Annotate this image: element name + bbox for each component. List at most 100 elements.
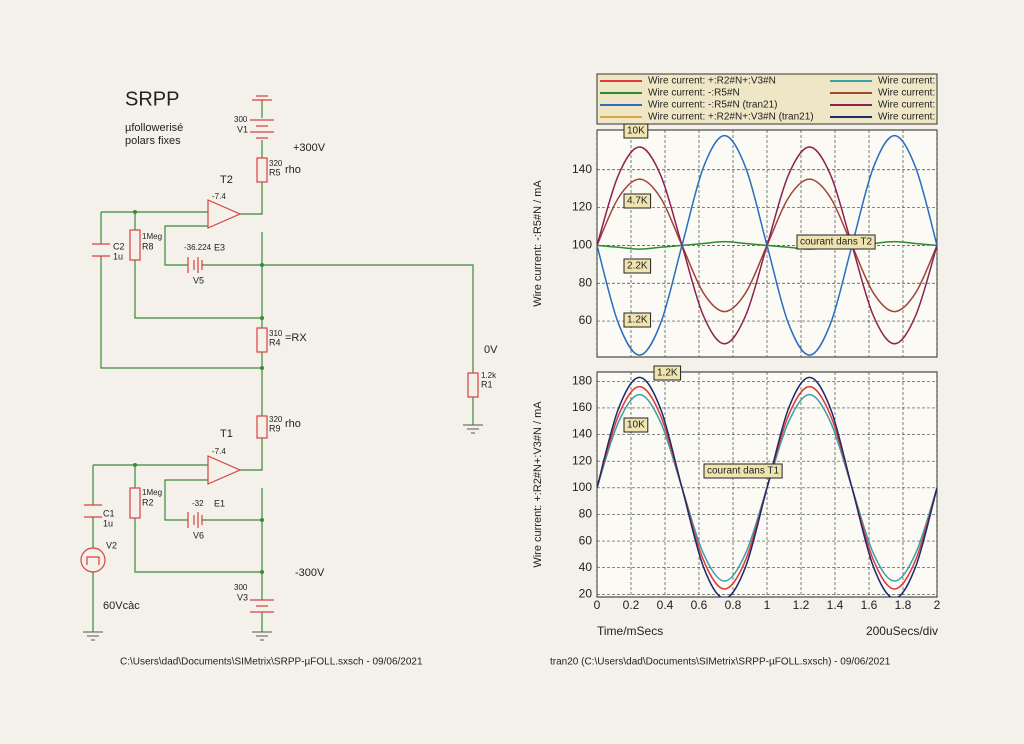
component-name: C1 [103, 508, 115, 518]
x-tick-label: 2 [934, 598, 941, 612]
component-name: E1 [214, 498, 225, 508]
annotation-box [623, 417, 649, 433]
component-value: 1u [113, 251, 123, 261]
note: rho [285, 164, 301, 176]
legend-box [596, 73, 938, 125]
y-tick-label: 40 [579, 560, 593, 574]
battery-v1 [250, 95, 274, 139]
capacitor-c1 [84, 504, 102, 518]
x-tick-label: 1 [764, 598, 771, 612]
component-value: 1Meg [142, 488, 162, 497]
component-name: V3 [237, 592, 248, 602]
legend-label: Wire current: +:R2#N+:V3#N (tran21) [648, 112, 814, 123]
component-name: V1 [237, 124, 248, 134]
junction [260, 366, 264, 370]
component-value: 320 [269, 159, 283, 168]
opamp-t2 [207, 199, 242, 229]
component-value: 60Vcàc [103, 600, 140, 612]
component-value: -36.224 [184, 243, 212, 252]
series-line [597, 134, 937, 356]
opamp-t1 [207, 455, 242, 485]
ground [83, 631, 272, 641]
component-name: R4 [269, 337, 281, 347]
resistor-r2 [129, 487, 141, 519]
annotation-box [623, 123, 649, 139]
component-name: R9 [269, 423, 281, 433]
component-name: T2 [220, 174, 233, 186]
x-tick-label: 0.2 [623, 598, 640, 612]
annotation-box [703, 463, 783, 479]
x-axis-note: 200uSecs/div [866, 624, 938, 638]
legend-label: Wire current: -:R5#N (tran [878, 88, 993, 99]
x-axis-label: Time/mSecs [597, 624, 663, 638]
component-name: E3 [214, 242, 225, 252]
component-name: R8 [142, 241, 154, 251]
annotation: 1.2K [657, 368, 678, 379]
series-line [597, 376, 937, 597]
footer: C:\Users\dad\Documents\SIMetrix\SRPP-µFO… [120, 657, 423, 668]
annotation: 4.7K [627, 196, 648, 207]
component-value: 1.2k [481, 371, 497, 380]
component-name: T1 [220, 428, 233, 440]
component-value: 300 [234, 115, 248, 124]
component-value: -7.4 [212, 192, 226, 201]
component-value: 300 [234, 583, 248, 592]
junction [133, 463, 137, 467]
x-tick-label: 0 [594, 598, 601, 612]
battery-v3 [250, 599, 274, 613]
x-tick-label: 0.6 [691, 598, 708, 612]
legend: Wire current: +:R2#N+:V3#N Wire current: … [600, 76, 993, 123]
source-v2 [80, 547, 106, 573]
component-name: R2 [142, 497, 154, 507]
wires [92, 140, 474, 632]
junction [133, 210, 137, 214]
annotation: 2.2K [627, 261, 648, 272]
net-label: +300V [293, 142, 326, 154]
y-tick-label: 60 [579, 313, 593, 327]
y-tick-label: 100 [572, 480, 592, 494]
x-tick-label: 0.4 [657, 598, 674, 612]
component-name: C2 [113, 241, 125, 251]
net-label: 0V [484, 344, 498, 356]
component-value: 310 [269, 329, 283, 338]
resistor-r5 [256, 157, 268, 183]
y-tick-label: 60 [579, 533, 593, 547]
component-value: 320 [269, 415, 283, 424]
junction [260, 570, 264, 574]
component-name: V5 [193, 275, 204, 285]
y-tick-label: 140 [572, 427, 592, 441]
footer: tran20 (C:\Users\dad\Documents\SIMetrix\… [550, 657, 891, 668]
y-tick-label: 160 [572, 400, 592, 414]
component-name: R1 [481, 379, 493, 389]
annotation-box [623, 258, 652, 274]
resistor-r1 [467, 372, 479, 398]
capacitor-c2 [92, 243, 110, 257]
net-label: -300V [295, 567, 325, 579]
series-group [597, 376, 937, 597]
junctions [133, 210, 264, 574]
x-tick-label: 1.6 [861, 598, 878, 612]
component-name: V2 [106, 540, 117, 550]
component-name: R5 [269, 167, 281, 177]
x-tick-label: 1.8 [895, 598, 912, 612]
resistor-r8 [129, 229, 141, 261]
y-axis-label: Wire current: -:R5#N / mA [532, 180, 544, 307]
schematic-title: SRPP [125, 88, 179, 110]
ground [463, 424, 483, 434]
battery-v5 [187, 257, 203, 273]
annotation: 10K [627, 126, 645, 137]
y-tick-label: 80 [579, 275, 593, 289]
annotation: courant dans T1 [707, 466, 780, 477]
note: rho [285, 418, 301, 430]
annotation-box [623, 312, 652, 328]
component-value: -32 [192, 499, 204, 508]
legend-label: Wire current: +:R2#N+:V3#N [648, 76, 776, 87]
x-tick-label: 0.8 [725, 598, 742, 612]
legend-label: Wire current: +:R2#N+:V3 [878, 76, 993, 87]
junction [260, 263, 264, 267]
subtitle: µfollowerisé [125, 122, 183, 134]
x-tick-label: 1.4 [827, 598, 844, 612]
y-tick-label: 180 [572, 373, 592, 387]
